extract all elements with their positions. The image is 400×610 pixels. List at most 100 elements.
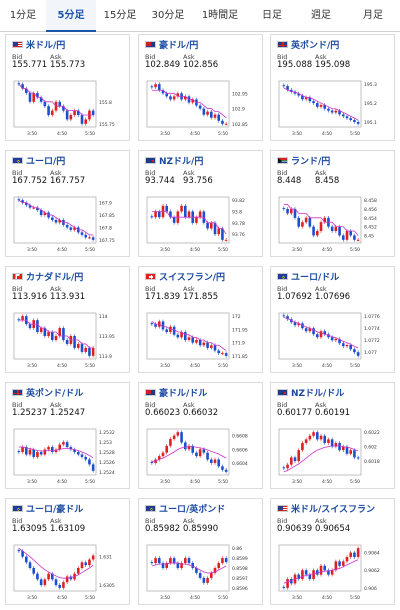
pair-name[interactable]: ユーロ/円 [26,156,66,167]
y-tick-label: 155.75 [99,122,115,128]
candle-body [54,449,58,452]
currency-card[interactable]: カナダドル/円 Bid Ask 113.916 113.931 114 113.95 113.… [5,266,130,373]
candlestick-chart[interactable]: 195.3 195.2 195.1 3:50 4:50 5:50 [275,79,392,139]
plot-area [146,80,230,128]
candle-body [319,331,323,338]
tab-5[interactable]: 1時間足 [201,10,239,21]
tab-3[interactable]: 15分足 [103,10,137,21]
candle-body [334,442,338,447]
currency-card[interactable]: 英ポンド/ドル Bid Ask 1.25237 1.25247 1.2532 1.253 1.… [5,382,130,489]
candle-body [286,464,289,469]
candlestick-chart[interactable]: 1.2532 1.253 1.2528 1.2526 1.2524 3:50 4:50 5:5… [10,427,127,487]
currency-card[interactable]: ユーロ/円 Bid Ask 167.752 167.757 167.9 167.85 167.… [5,150,130,257]
candle-body [282,208,286,210]
candlestick-chart[interactable]: 1.0776 1.0774 1.0772 1.077 3:50 4:50 5:50 [275,311,392,371]
candle-body [39,210,43,216]
plot-area [146,544,230,592]
currency-card[interactable]: ユーロ/ドル Bid Ask 1.07692 1.07696 1.0776 1.0774 1.… [270,266,395,373]
pair-name[interactable]: ユーロ/ドル [291,272,340,283]
candle-body [76,343,80,348]
pair-name[interactable]: ランド/円 [291,156,331,167]
pair-name[interactable]: 米ドル/スイスフラン [291,504,376,515]
candlestick-chart[interactable]: 93.82 93.8 93.78 93.76 3:50 4:50 5:50 [143,195,260,255]
bid-label: Bid [277,169,288,177]
candlestick-chart[interactable]: 8.458 8.456 8.454 8.452 8.45 3:50 4:50 5:50 [275,195,392,255]
currency-card[interactable]: 豪ドル/円 Bid Ask 102.849 102.856 102.95 102.9 102.… [138,34,263,141]
candlestick-chart[interactable]: 102.95 102.9 102.85 3:50 4:50 5:50 [143,79,260,139]
candle-body [349,231,353,236]
candlestick-chart[interactable]: 172 171.95 171.9 171.85 3:50 4:50 5:50 [143,311,260,371]
candle-body [312,101,315,104]
candle-body [282,467,286,469]
tab-4[interactable]: 30分足 [151,10,185,21]
candlestick-chart[interactable]: 0.86 0.8599 0.8598 0.8597 0.8596 3:50 4:50 5:50 [143,543,260,603]
moving-average-line [283,559,359,584]
x-tick-label: 4:50 [322,131,332,137]
bid-label: Bid [12,401,23,409]
pair-name[interactable]: NZドル/ドル [291,388,345,399]
currency-card[interactable]: 米ドル/円 Bid Ask 155.771 155.773 155.8 155.75 3:50… [5,34,130,141]
candle-body [80,343,84,352]
candle-body [297,323,301,326]
pair-name[interactable]: NZドル/円 [159,156,204,167]
candlestick-chart[interactable]: 167.9 167.85 167.8 167.75 3:50 4:50 5:50 [10,195,127,255]
y-tick-label: 195.2 [364,101,377,107]
plot-area [278,80,362,128]
candle-body [24,447,28,455]
candle-body [356,352,360,356]
candlestick-chart[interactable]: 0.6022 0.602 0.6018 3:50 4:50 5:50 [275,427,392,487]
candle-body [39,452,43,455]
currency-card[interactable]: 米ドル/スイスフラン Bid Ask 0.90639 0.90654 0.9064 0.90… [270,498,395,605]
pair-name[interactable]: ユーロ/豪ドル [26,504,84,515]
candle-body [157,211,161,218]
candle-body [206,577,209,583]
tab-1[interactable]: 1分足 [9,10,37,21]
pair-name[interactable]: 米ドル/円 [26,40,66,51]
flag-icon [12,40,23,48]
candle-body [191,563,195,568]
ask-value: 0.66032 [183,408,219,418]
pair-name[interactable]: カナダドル/円 [26,272,84,283]
candle-body [293,322,297,326]
candlestick-chart[interactable]: 1.631 1.6305 3:50 4:50 5:50 [10,543,127,603]
candle-body [32,568,36,574]
ask-value: 171.855 [183,292,219,302]
x-tick-label: 4:50 [322,363,332,369]
currency-card[interactable]: スイスフラン/円 Bid Ask 171.839 171.855 172 171.95 171… [138,266,263,373]
candle-body [308,328,312,332]
currency-card[interactable]: NZドル/ドル Bid Ask 0.60177 0.60191 0.6022 0.602 0.… [270,382,395,489]
pair-name[interactable]: 豪ドル/ドル [159,388,208,399]
candlestick-chart[interactable]: 0.9064 0.9062 0.906 3:50 4:50 5:50 [275,543,392,603]
tab-7[interactable]: 週足 [311,10,331,21]
candle-body [198,211,202,218]
tab-2[interactable]: 5分足 [46,0,96,32]
y-tick-label: 1.0776 [364,314,380,320]
y-tick-label: 1.2526 [99,460,115,466]
candle-body [36,573,39,580]
candle-body [157,456,161,460]
candle-body [297,217,301,227]
candlestick-chart[interactable]: 0.6608 0.6606 0.6604 3:50 4:50 5:50 [143,427,260,487]
currency-card[interactable]: NZドル/円 Bid Ask 93.744 93.756 93.82 93.8 93.78 93… [138,150,263,257]
card-header: 豪ドル/円 [145,37,198,51]
pair-name[interactable]: 英ポンド/ドル [26,388,84,399]
currency-card[interactable]: 英ポンド/円 Bid Ask 195.088 195.098 195.3 195.2 195.… [270,34,395,141]
currency-card[interactable]: 豪ドル/ドル Bid Ask 0.66023 0.66032 0.6608 0.6606 0.… [138,382,263,489]
pair-name[interactable]: スイスフラン/円 [159,272,226,283]
pair-name[interactable]: ユーロ/英ポンド [159,504,226,515]
x-tick-label: 3:50 [292,479,302,485]
candle-body [353,349,356,353]
pair-name[interactable]: 英ポンド/円 [291,40,340,51]
candle-body [304,328,308,332]
candlestick-chart[interactable]: 114 113.95 113.9 3:50 4:50 5:50 [10,311,127,371]
currency-card[interactable]: ユーロ/豪ドル Bid Ask 1.63095 1.63109 1.631 1.6305 3:… [5,498,130,605]
candle-body [150,323,154,325]
candle-body [62,106,65,111]
currency-card[interactable]: ランド/円 Bid Ask 8.448 8.458 8.458 8.456 8.454 8.45… [270,150,395,257]
currency-card[interactable]: ユーロ/英ポンド Bid Ask 0.85982 0.85990 0.86 0.8599 0.… [138,498,263,605]
tab-8[interactable]: 月足 [363,10,383,21]
x-tick-label: 4:50 [57,131,67,137]
candlestick-chart[interactable]: 155.8 155.75 3:50 4:50 5:50 [10,79,127,139]
pair-name[interactable]: 豪ドル/円 [159,40,199,51]
tab-6[interactable]: 日足 [262,10,282,21]
